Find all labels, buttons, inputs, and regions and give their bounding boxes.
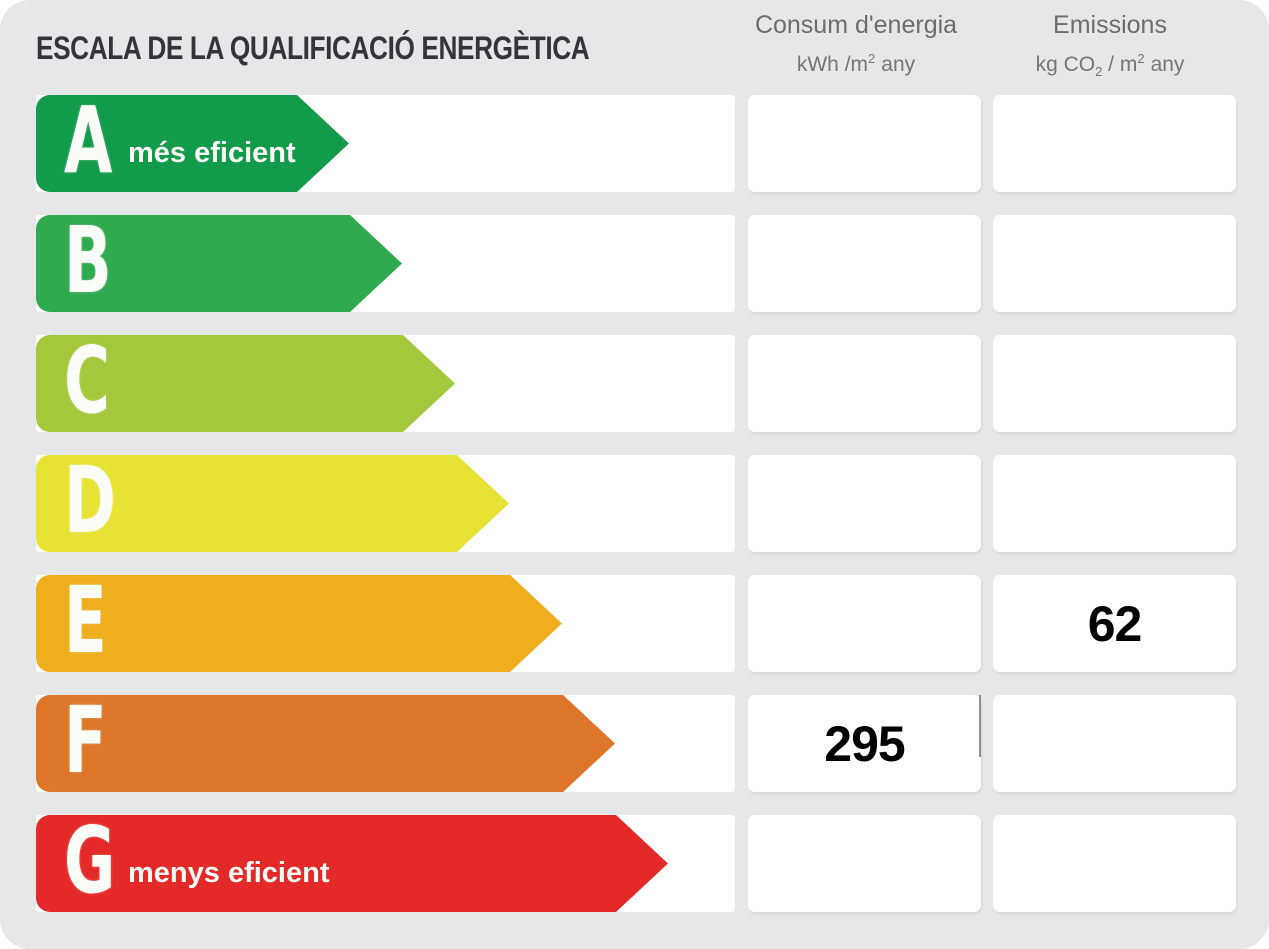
emissions-column-unit: kg CO2 / m2 any [982, 46, 1238, 85]
most-efficient-label: més eficient [128, 137, 296, 169]
consum-column-unit: kWh /m2 any [730, 46, 982, 78]
rating-row-d: D [0, 455, 1269, 552]
consum-value-f: 295 [824, 715, 905, 772]
rating-bar-f: F [36, 695, 615, 792]
rating-bar-c: C [36, 335, 455, 432]
rating-bar-b: B [36, 215, 402, 312]
rating-row-f: F 295 [0, 695, 1269, 792]
rating-row-e: E 62 [0, 575, 1269, 672]
consum-cell-c [748, 335, 981, 432]
consum-column-title: Consum d'energia [754, 11, 958, 39]
emissions-cell-b [993, 215, 1236, 312]
consum-unit-post: any [881, 53, 916, 76]
emissions-cell-e: 62 [993, 575, 1236, 672]
least-efficient-label: menys eficient [128, 857, 330, 889]
emissions-unit-sub: 2 [1095, 64, 1103, 80]
rating-row-b: B [0, 215, 1269, 312]
emissions-column-title: Emissions [1053, 11, 1167, 39]
rating-row-a: A més eficient [0, 95, 1269, 192]
rating-bar-g: G menys eficient [36, 815, 668, 912]
emissions-cell-d [993, 455, 1236, 552]
rating-letter-a: A [64, 87, 113, 194]
rating-bar-a: A més eficient [36, 95, 349, 192]
emissions-column-header: Emissions kg CO2 / m2 any [982, 10, 1238, 85]
consum-unit-sup: 2 [868, 51, 876, 66]
emissions-cell-a [993, 95, 1236, 192]
consum-column-header: Consum d'energia kWh /m2 any [730, 10, 982, 78]
emissions-cell-f [993, 695, 1236, 792]
rating-letter-e: E [64, 567, 107, 674]
consum-cell-b [748, 215, 981, 312]
emissions-unit-sup: 2 [1137, 51, 1145, 66]
emissions-unit-pre: kg CO [1035, 53, 1096, 76]
rating-row-c: C [0, 335, 1269, 432]
rating-row-g: G menys eficient [0, 815, 1269, 912]
rating-letter-b: B [64, 207, 112, 314]
rating-letter-f: F [64, 687, 107, 794]
rating-letter-d: D [64, 447, 116, 554]
consum-cell-a [748, 95, 981, 192]
consum-cell-g [748, 815, 981, 912]
emissions-unit-post: any [1150, 53, 1185, 76]
consum-cell-f: 295 [748, 695, 981, 792]
cell-border-artifact [979, 695, 981, 757]
emissions-cell-g [993, 815, 1236, 912]
rating-bar-e: E [36, 575, 562, 672]
rating-letter-c: C [64, 327, 110, 434]
consum-cell-d [748, 455, 981, 552]
rating-letter-g: G [64, 807, 116, 914]
emissions-cell-c [993, 335, 1236, 432]
rating-bar-d: D [36, 455, 509, 552]
consum-cell-e [748, 575, 981, 672]
emissions-unit-mid: / m [1102, 53, 1138, 76]
page-title: ESCALA DE LA QUALIFICACIÓ ENERGÈTICA [36, 30, 590, 66]
consum-unit-pre: kWh /m [796, 53, 869, 76]
emissions-value-e: 62 [1087, 595, 1143, 652]
